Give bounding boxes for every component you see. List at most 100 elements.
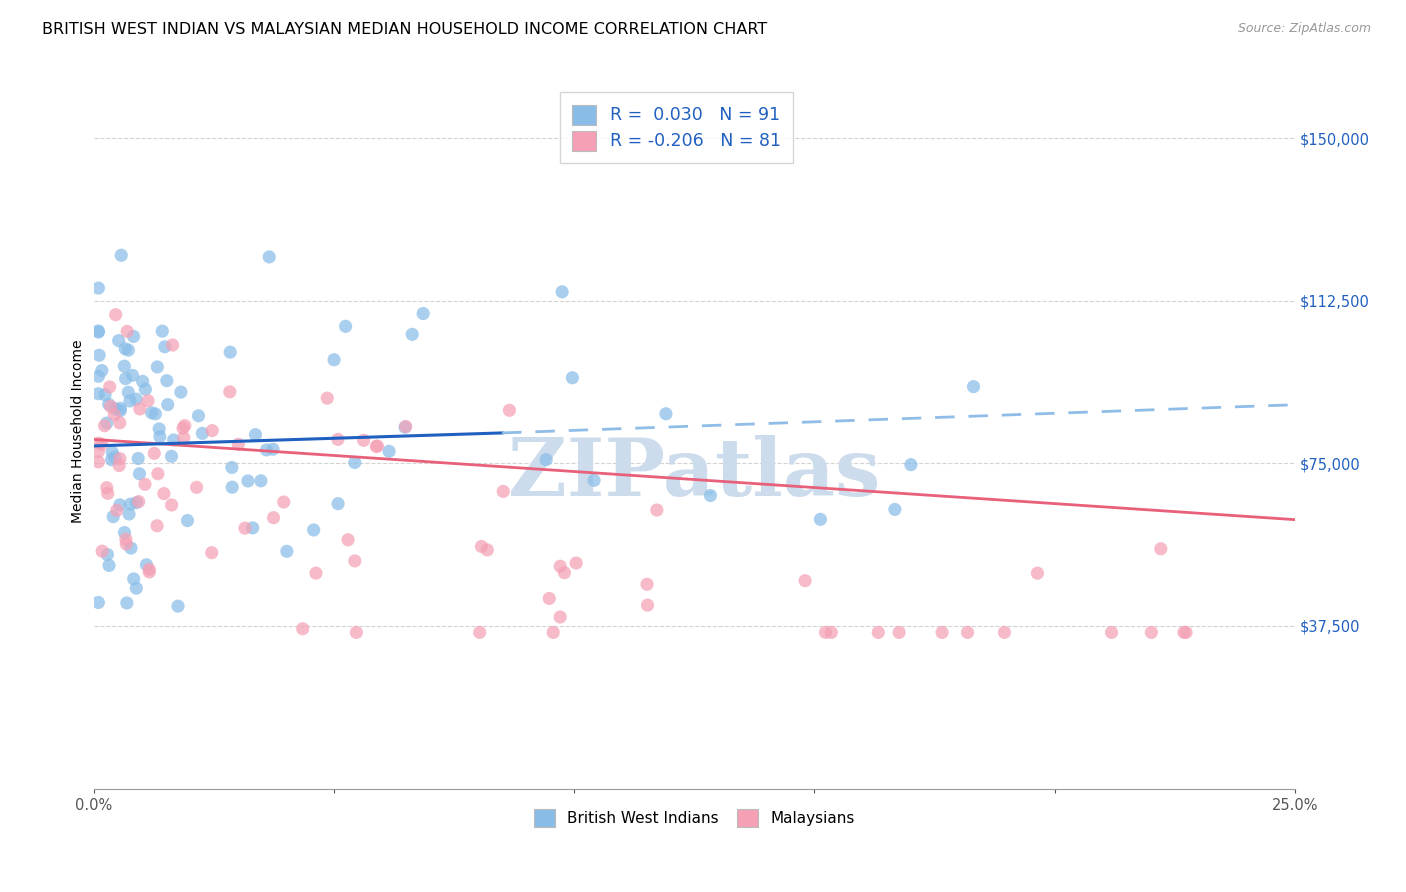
Point — [87, 324, 110, 338]
Point — [134, 477, 156, 491]
Point — [96, 416, 118, 430]
Point — [117, 385, 139, 400]
Point — [343, 455, 366, 469]
Point — [470, 540, 492, 554]
Point — [173, 431, 195, 445]
Point — [136, 393, 159, 408]
Point — [655, 407, 678, 421]
Point — [128, 494, 150, 508]
Point — [262, 442, 284, 457]
Point — [134, 382, 156, 396]
Point — [326, 497, 349, 511]
Point — [820, 625, 842, 640]
Point — [122, 572, 145, 586]
Point — [191, 426, 214, 441]
Point — [233, 521, 256, 535]
Point — [250, 474, 273, 488]
Point — [326, 433, 349, 447]
Point — [110, 248, 132, 262]
Point — [156, 374, 179, 388]
Point — [316, 391, 339, 405]
Point — [226, 437, 249, 451]
Point — [103, 408, 125, 422]
Point — [110, 403, 132, 417]
Point — [1101, 625, 1123, 640]
Point — [263, 510, 285, 524]
Point — [94, 387, 117, 401]
Point — [107, 334, 129, 348]
Point — [187, 409, 209, 423]
Point — [551, 285, 574, 299]
Point — [104, 450, 127, 465]
Point — [1173, 625, 1195, 640]
Point — [108, 451, 131, 466]
Point — [565, 556, 588, 570]
Legend: British West Indians, Malaysians: British West Indians, Malaysians — [526, 802, 863, 835]
Point — [146, 467, 169, 481]
Point — [218, 384, 240, 399]
Point — [900, 458, 922, 472]
Point — [143, 446, 166, 460]
Point — [353, 434, 375, 448]
Point — [498, 403, 520, 417]
Point — [468, 625, 491, 640]
Point — [637, 598, 659, 612]
Point — [93, 418, 115, 433]
Point — [1026, 566, 1049, 581]
Point — [120, 497, 142, 511]
Point — [100, 452, 122, 467]
Point — [87, 281, 110, 295]
Point — [87, 436, 110, 450]
Point — [236, 474, 259, 488]
Point — [962, 379, 984, 393]
Point — [794, 574, 817, 588]
Point — [335, 319, 357, 334]
Point — [366, 439, 388, 453]
Point — [256, 442, 278, 457]
Point — [149, 430, 172, 444]
Point — [1150, 541, 1173, 556]
Point — [121, 368, 143, 383]
Point — [148, 422, 170, 436]
Point — [323, 352, 346, 367]
Point — [160, 450, 183, 464]
Point — [344, 625, 367, 640]
Point — [115, 325, 138, 339]
Point — [125, 581, 148, 595]
Point — [242, 521, 264, 535]
Point — [112, 359, 135, 374]
Point — [257, 250, 280, 264]
Point — [87, 325, 110, 339]
Point — [146, 518, 169, 533]
Point — [548, 559, 571, 574]
Point — [117, 343, 139, 358]
Point — [814, 625, 837, 640]
Point — [343, 554, 366, 568]
Point — [276, 544, 298, 558]
Point — [337, 533, 360, 547]
Point — [810, 512, 832, 526]
Point — [162, 433, 184, 447]
Point — [162, 338, 184, 352]
Point — [101, 509, 124, 524]
Point — [366, 439, 388, 453]
Point — [412, 306, 434, 320]
Point — [176, 514, 198, 528]
Point — [101, 445, 124, 459]
Point — [135, 558, 157, 572]
Point — [108, 458, 131, 473]
Point — [150, 324, 173, 338]
Point — [221, 460, 243, 475]
Point — [378, 444, 401, 458]
Point — [138, 562, 160, 576]
Point — [245, 427, 267, 442]
Point — [401, 327, 423, 342]
Point — [534, 452, 557, 467]
Point — [118, 393, 141, 408]
Point — [115, 596, 138, 610]
Point — [98, 558, 121, 573]
Point — [98, 380, 121, 394]
Point — [108, 416, 131, 430]
Point — [153, 340, 176, 354]
Point — [87, 386, 110, 401]
